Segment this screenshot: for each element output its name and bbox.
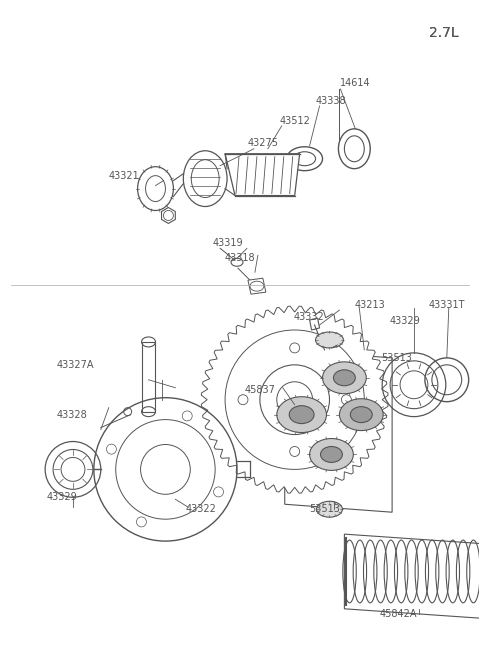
Ellipse shape	[277, 397, 326, 432]
Bar	[142, 342, 156, 411]
Text: 45842A: 45842A	[379, 608, 417, 619]
Ellipse shape	[315, 332, 343, 348]
Text: 43512: 43512	[280, 116, 311, 126]
Polygon shape	[225, 154, 300, 196]
Ellipse shape	[350, 407, 372, 422]
Text: 43331T: 43331T	[429, 300, 466, 310]
Text: 43329: 43329	[46, 493, 77, 502]
Ellipse shape	[321, 447, 342, 462]
Text: 43322: 43322	[185, 504, 216, 514]
Ellipse shape	[323, 362, 366, 394]
Text: 43321: 43321	[109, 171, 140, 181]
Text: 45837: 45837	[245, 384, 276, 395]
Ellipse shape	[310, 439, 353, 470]
Ellipse shape	[339, 399, 383, 430]
Ellipse shape	[334, 370, 355, 386]
Text: 43213: 43213	[354, 300, 385, 310]
Ellipse shape	[316, 501, 342, 517]
Text: 43327A: 43327A	[56, 360, 94, 370]
Text: 2.7L: 2.7L	[429, 26, 458, 40]
Text: 43328: 43328	[56, 409, 87, 420]
Text: 53513: 53513	[381, 353, 412, 363]
Polygon shape	[285, 350, 392, 512]
Polygon shape	[248, 278, 266, 294]
Text: 53513: 53513	[310, 504, 340, 514]
Text: 43318: 43318	[224, 253, 255, 263]
Text: 43332: 43332	[294, 312, 324, 322]
Text: 43329: 43329	[389, 316, 420, 326]
Text: 2.7L: 2.7L	[429, 26, 458, 40]
Text: 14614: 14614	[340, 78, 371, 88]
Text: 43319: 43319	[212, 238, 243, 248]
Polygon shape	[310, 318, 320, 330]
Text: 43275: 43275	[248, 138, 279, 148]
Polygon shape	[162, 208, 175, 223]
Polygon shape	[201, 306, 388, 493]
Polygon shape	[344, 534, 480, 619]
Text: 43338: 43338	[315, 96, 346, 106]
Ellipse shape	[289, 405, 314, 424]
